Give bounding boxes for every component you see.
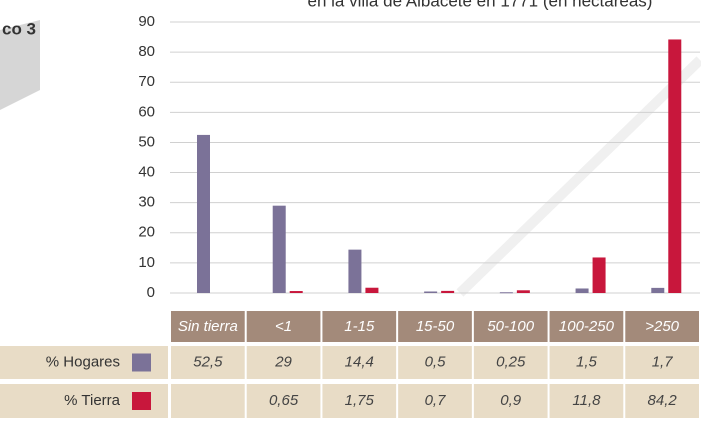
x-tick-label: 50-100 <box>487 318 534 335</box>
table-cell <box>322 346 397 379</box>
bar <box>516 290 530 293</box>
table-cell <box>549 346 624 379</box>
figure-label: co 3 <box>2 19 36 38</box>
table-cell <box>398 346 472 379</box>
header-cell <box>625 311 699 342</box>
table-cell <box>473 384 548 418</box>
bar <box>592 257 606 293</box>
x-tick-label: <1 <box>275 318 292 335</box>
table-cell <box>549 384 624 418</box>
decor-shape <box>0 20 40 110</box>
bar <box>272 205 286 293</box>
bar <box>668 39 682 293</box>
table-cell <box>398 384 472 418</box>
x-tick-label: 100-250 <box>559 318 615 335</box>
y-tick-label: 50 <box>138 133 155 150</box>
value-label: 1,7 <box>652 353 674 370</box>
bar <box>424 291 438 293</box>
bar <box>348 249 362 293</box>
table-cell <box>625 384 699 418</box>
y-tick-label: 70 <box>138 73 155 90</box>
value-label: 29 <box>274 353 292 370</box>
bar <box>197 134 210 293</box>
legend-swatch <box>132 353 151 372</box>
y-tick-label: 90 <box>138 13 155 30</box>
value-label: 0,65 <box>269 392 299 409</box>
value-label: 52,5 <box>193 353 223 370</box>
bar <box>499 292 513 294</box>
bar <box>289 291 303 293</box>
header-cell <box>473 311 548 342</box>
x-tick-label: >250 <box>645 318 679 335</box>
value-label: 1,75 <box>345 392 375 409</box>
legend-label: % Hogares <box>46 353 120 370</box>
header-cell <box>246 311 321 342</box>
value-label: 0,5 <box>425 353 447 370</box>
header-cell <box>322 311 397 342</box>
bar <box>441 290 455 293</box>
bar <box>575 288 589 293</box>
table-cell <box>171 384 245 418</box>
bar <box>365 287 379 293</box>
table-cell <box>625 346 699 379</box>
value-label: 0,7 <box>425 392 447 409</box>
decor-line <box>456 56 701 297</box>
value-label: 1,5 <box>576 353 598 370</box>
chart-title: en la villa de Albacete en 1771 (en hect… <box>308 0 653 10</box>
header-cell <box>171 311 245 342</box>
y-tick-label: 0 <box>147 284 155 301</box>
y-tick-label: 80 <box>138 43 155 60</box>
table-cell <box>322 384 397 418</box>
table-cell <box>473 346 548 379</box>
x-tick-label: 15-50 <box>416 318 455 335</box>
y-tick-label: 40 <box>138 164 155 181</box>
y-tick-label: 30 <box>138 194 155 211</box>
value-label: 0,9 <box>500 392 522 409</box>
value-label: 11,8 <box>572 392 601 409</box>
y-tick-label: 60 <box>138 103 155 120</box>
y-tick-label: 20 <box>138 224 155 241</box>
table-cell <box>171 346 245 379</box>
legend-label: % Tierra <box>64 392 121 409</box>
table-cell <box>246 384 321 418</box>
x-tick-label: 1-15 <box>344 318 375 335</box>
header-cell <box>398 311 472 342</box>
value-label: 0,25 <box>496 353 526 370</box>
legend-swatch <box>132 392 151 410</box>
header-cell <box>549 311 624 342</box>
value-label: 14,4 <box>345 353 374 370</box>
x-tick-label: Sin tierra <box>178 318 238 335</box>
value-label: 84,2 <box>648 392 678 409</box>
table-cell <box>246 346 321 379</box>
y-tick-label: 10 <box>138 254 155 271</box>
bar <box>651 287 665 293</box>
